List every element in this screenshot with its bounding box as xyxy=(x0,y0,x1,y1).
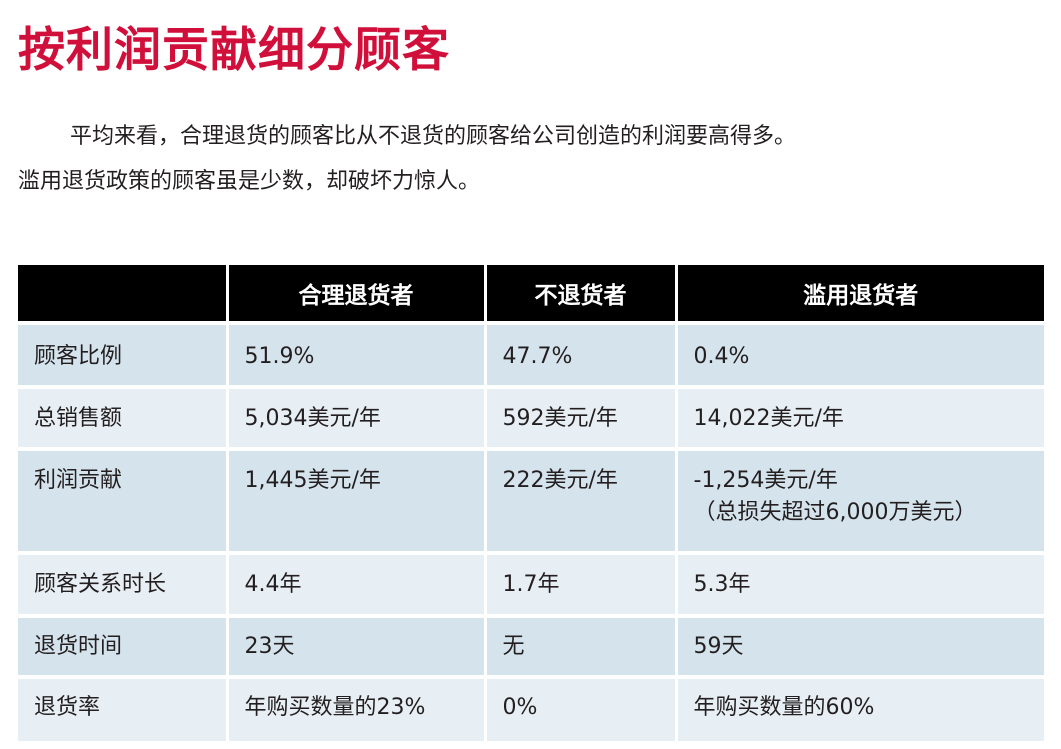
cell-value: 年购买数量的60% xyxy=(674,675,1044,741)
cell-value-with-note: -1,254美元/年 （总损失超过6,000万美元） xyxy=(674,447,1044,553)
table-row: 总销售额 5,034美元/年 592美元/年 14,022美元/年 xyxy=(18,385,1044,449)
cell-value: 14,022美元/年 xyxy=(674,385,1044,449)
intro-paragraph: 平均来看，合理退货的顾客比从不退货的顾客给公司创造的利润要高得多。 滥用退货政策… xyxy=(18,114,1048,204)
cell-value: 59天 xyxy=(674,614,1044,677)
cell-value: 23天 xyxy=(225,614,485,677)
cell-note: （总损失超过6,000万美元） xyxy=(693,500,977,525)
table-row: 退货时间 23天 无 59天 xyxy=(18,614,1044,677)
row-label: 总销售额 xyxy=(18,385,227,449)
page-title: 按利润贡献细分顾客 xyxy=(18,23,450,78)
row-label: 顾客比例 xyxy=(18,321,227,387)
header-legit-returners: 合理退货者 xyxy=(225,265,485,323)
intro-line-1: 平均来看，合理退货的顾客比从不退货的顾客给公司创造的利润要高得多。 xyxy=(18,114,1048,159)
table-header-row: 合理退货者 不退货者 滥用退货者 xyxy=(18,265,1044,323)
cell-value: 592美元/年 xyxy=(483,385,676,449)
cell-value: 51.9% xyxy=(225,321,485,387)
cell-value: 5.3年 xyxy=(674,551,1044,616)
cell-value: 0.4% xyxy=(674,321,1044,387)
cell-value: 1.7年 xyxy=(483,551,676,616)
row-label: 顾客关系时长 xyxy=(18,551,227,616)
cell-value: 4.4年 xyxy=(225,551,485,616)
header-abusive-returners: 滥用退货者 xyxy=(674,265,1044,323)
intro-line-2: 滥用退货政策的顾客虽是少数，却破坏力惊人。 xyxy=(18,169,481,194)
cell-value: 222美元/年 xyxy=(483,447,676,553)
table-row: 利润贡献 1,445美元/年 222美元/年 -1,254美元/年 （总损失超过… xyxy=(18,447,1044,553)
cell-value: 1,445美元/年 xyxy=(225,447,485,553)
table-row: 顾客比例 51.9% 47.7% 0.4% xyxy=(18,321,1044,387)
cell-value: 无 xyxy=(483,614,676,677)
cell-value: -1,254美元/年 xyxy=(693,468,838,493)
row-label: 退货时间 xyxy=(18,614,227,677)
cell-value: 年购买数量的23% xyxy=(225,675,485,741)
header-non-returners: 不退货者 xyxy=(483,265,676,323)
row-label: 退货率 xyxy=(18,675,227,741)
table-row: 顾客关系时长 4.4年 1.7年 5.3年 xyxy=(18,551,1044,616)
cell-value: 0% xyxy=(483,675,676,741)
row-label: 利润贡献 xyxy=(18,447,227,553)
comparison-table: 合理退货者 不退货者 滥用退货者 顾客比例 51.9% 47.7% 0.4% 总… xyxy=(18,265,1044,741)
intro-line-1-text: 平均来看，合理退货的顾客比从不退货的顾客给公司创造的利润要高得多。 xyxy=(70,124,797,149)
cell-value: 5,034美元/年 xyxy=(225,385,485,449)
table-row: 退货率 年购买数量的23% 0% 年购买数量的60% xyxy=(18,675,1044,741)
header-blank xyxy=(18,265,227,323)
cell-value: 47.7% xyxy=(483,321,676,387)
